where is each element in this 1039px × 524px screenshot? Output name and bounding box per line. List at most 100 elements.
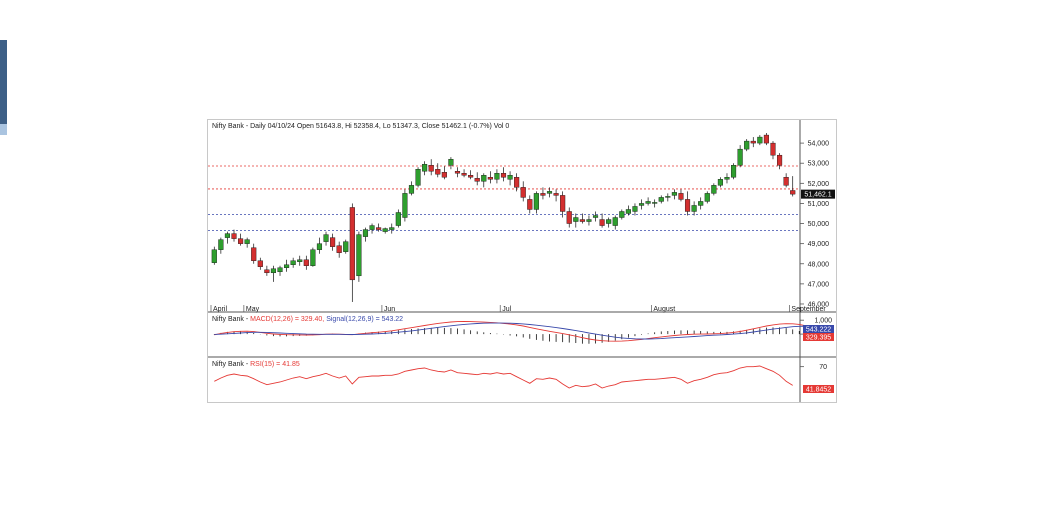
candle-body-53 xyxy=(560,195,566,212)
rsi-badge-bg xyxy=(803,385,834,393)
candle-body-81 xyxy=(744,140,750,150)
candle-body-70 xyxy=(671,192,677,196)
candle-body-23 xyxy=(362,229,369,237)
candle-body-83 xyxy=(757,136,763,144)
candle-body-25 xyxy=(376,227,382,230)
candle-body-29 xyxy=(402,193,408,218)
candle-body-30 xyxy=(408,185,415,194)
candle-body-65 xyxy=(638,203,645,206)
candle-body-72 xyxy=(684,199,691,212)
candle-body-73 xyxy=(691,205,697,212)
macd-title-signal: Signal(12,26,9) = 543.22 xyxy=(326,316,403,323)
candle-body-87 xyxy=(783,177,789,186)
macd-badge-label: 329.395 xyxy=(806,335,831,342)
price-y-tick-label-7: 47,000 xyxy=(808,281,830,288)
nifty-bank-chart: Nifty Bank - Daily 04/10/24 Open 51643.8… xyxy=(207,119,837,403)
candle-body-42 xyxy=(487,177,493,180)
rsi-badge: 41.8452 xyxy=(803,385,834,394)
candle-body-11 xyxy=(284,264,290,268)
macd-lines xyxy=(214,320,820,342)
candle-body-31 xyxy=(415,169,421,186)
candle-body-41 xyxy=(481,175,487,182)
candle-body-27 xyxy=(389,227,395,230)
candle-body-20 xyxy=(343,241,349,252)
candle-body-39 xyxy=(468,175,474,178)
candle-body-46 xyxy=(514,177,520,188)
candle-body-50 xyxy=(540,193,546,196)
candle-body-16 xyxy=(316,243,323,250)
price-title: Nifty Bank - Daily 04/10/24 Open 51643.8… xyxy=(212,123,509,130)
candle-body-32 xyxy=(422,164,428,172)
sidebar-accent-bar xyxy=(0,40,7,124)
candle-body-14 xyxy=(303,259,309,266)
rsi-line xyxy=(214,365,793,389)
candle-body-86 xyxy=(777,154,783,166)
candle-body-48 xyxy=(527,199,533,210)
macd-title-prefix: Nifty Bank - xyxy=(212,316,250,323)
macd-y-tick-label-0: 1,000 xyxy=(814,318,832,325)
price-y-tick-label-4: 50,000 xyxy=(808,221,830,228)
candle-body-44 xyxy=(500,173,507,178)
candle-body-36 xyxy=(448,158,454,166)
macd-title: Nifty Bank - MACD(12,26) = 329.40, Signa… xyxy=(212,316,403,323)
candle-body-67 xyxy=(652,202,658,204)
candle-body-78 xyxy=(724,177,730,180)
macd-badges: 543.222 329.395 xyxy=(803,325,834,342)
candle-body-71 xyxy=(678,193,684,200)
price-x-axis: AprilMayJunJulAugustSeptemberOctober xyxy=(210,305,826,313)
candle-body-63 xyxy=(625,209,631,214)
last-price-label: 51,462.1 xyxy=(804,191,831,198)
macd-series-line-signal xyxy=(214,322,820,340)
candle-body-61 xyxy=(612,217,618,226)
candle-body-45 xyxy=(507,175,513,180)
candle-body-7 xyxy=(257,260,263,267)
price-y-tick-label-6: 48,000 xyxy=(808,261,830,268)
candle-body-66 xyxy=(645,201,651,204)
candle-body-74 xyxy=(698,201,704,206)
price-x-tick-label-3: Jul xyxy=(502,306,511,313)
candle-body-37 xyxy=(454,171,461,174)
rsi-y-axis: 70 xyxy=(800,364,827,371)
candle-body-84 xyxy=(763,134,769,144)
candle-body-52 xyxy=(553,193,559,196)
candle-body-82 xyxy=(750,140,756,144)
price-y-axis: 54,000 53,000 52,000 51,000 50,000 49,000 48,0… xyxy=(800,141,830,308)
candle-body-43 xyxy=(494,173,500,180)
rsi-y-tick-label-0: 70 xyxy=(819,364,827,371)
candle-body-62 xyxy=(619,211,625,218)
price-y-tick-label-3: 51,000 xyxy=(808,201,830,208)
candle-body-55 xyxy=(573,217,579,222)
candle-body-49 xyxy=(533,193,539,210)
rsi-badge-label: 41.8452 xyxy=(806,387,831,394)
signal-badge-label: 543.222 xyxy=(806,327,831,334)
price-x-tick-label-1: May xyxy=(246,306,260,313)
candle-body-77 xyxy=(717,179,723,186)
candle-body-40 xyxy=(474,178,480,182)
candle-body-85 xyxy=(770,142,776,156)
candle-body-35 xyxy=(441,172,447,178)
price-x-tick-label-4: August xyxy=(653,306,675,313)
candle-body-0 xyxy=(211,249,217,263)
candle-body-15 xyxy=(310,249,316,266)
candle-body-21 xyxy=(349,207,355,281)
candle-body-47 xyxy=(520,187,526,198)
candle-body-12 xyxy=(290,260,296,265)
candle-body-9 xyxy=(270,268,277,274)
candle-body-10 xyxy=(277,267,283,273)
candle-body-60 xyxy=(606,219,612,224)
price-reference-lines xyxy=(208,165,799,231)
candle-body-57 xyxy=(586,219,592,222)
candle-body-17 xyxy=(323,234,329,242)
macd-series-line-macd xyxy=(214,320,820,342)
candle-body-33 xyxy=(428,165,434,172)
macd-badge-bg xyxy=(803,333,834,341)
candle-body-34 xyxy=(435,169,441,175)
signal-badge-bg xyxy=(803,325,834,333)
candle-body-28 xyxy=(395,212,401,226)
candle-body-88 xyxy=(790,190,796,195)
candle-body-3 xyxy=(231,233,237,239)
candle-body-8 xyxy=(264,269,270,274)
candle-body-58 xyxy=(592,215,599,218)
price-y-tick-label-2: 52,000 xyxy=(808,181,830,188)
price-y-tick-label-5: 49,000 xyxy=(808,241,830,248)
